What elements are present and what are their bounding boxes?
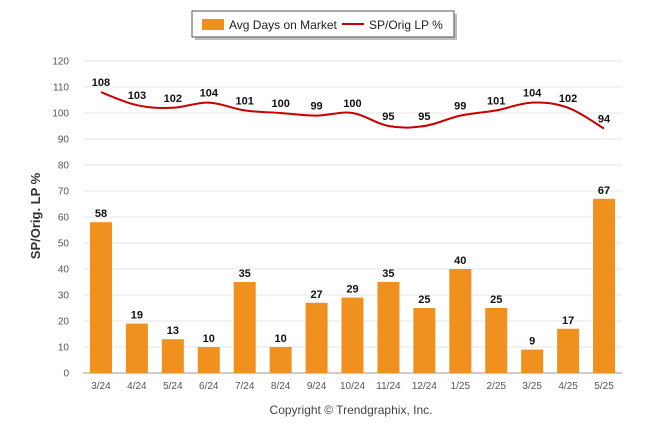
bar [89, 222, 112, 373]
bar-value-label: 10 [203, 333, 215, 345]
line-value-label: 104 [200, 88, 219, 100]
bar [197, 347, 220, 373]
bar-value-label: 10 [275, 333, 287, 345]
bar [269, 347, 292, 373]
line-value-label: 95 [382, 111, 394, 123]
x-tick-label: 4/25 [558, 381, 578, 392]
bar [233, 282, 256, 373]
legend-label-bar: Avg Days on Market [229, 18, 337, 32]
line-value-label: 102 [164, 93, 182, 105]
line-value-label: 101 [236, 95, 254, 107]
line-value-label: 95 [418, 111, 430, 123]
x-tick-label: 3/25 [522, 381, 542, 392]
bar [125, 323, 148, 373]
bar-value-label: 40 [454, 255, 466, 267]
bar [485, 308, 508, 373]
y-tick-label: 60 [58, 213, 70, 224]
bar [449, 269, 472, 373]
x-tick-label: 5/24 [163, 381, 183, 392]
x-tick-label: 5/25 [594, 381, 614, 392]
line-value-label: 101 [487, 95, 505, 107]
x-tick-label: 12/24 [412, 381, 437, 392]
y-tick-label: 70 [58, 187, 70, 198]
bar [557, 328, 580, 373]
line-value-label: 99 [454, 101, 466, 113]
legend-label-line: SP/Orig LP % [369, 18, 443, 32]
x-tick-label: 4/24 [127, 381, 147, 392]
grid-lines [83, 60, 622, 374]
bar-value-label: 25 [418, 294, 430, 306]
line-value-label: 99 [310, 101, 322, 113]
y-tick-label: 20 [58, 317, 70, 328]
bar-value-label: 19 [131, 310, 143, 322]
x-tick-label: 8/24 [271, 381, 291, 392]
bar [161, 339, 184, 373]
legend: Avg Days on Market SP/Orig LP % [191, 10, 457, 40]
bar-value-label: 35 [382, 268, 394, 280]
bar [521, 349, 544, 373]
legend-swatch-bar [202, 19, 224, 30]
x-tick-label: 1/25 [451, 381, 471, 392]
bar-value-label: 58 [95, 208, 107, 220]
x-tick-label: 2/25 [486, 381, 506, 392]
line-value-label: 103 [128, 90, 146, 102]
bar-value-label: 13 [167, 325, 179, 337]
line-path [100, 91, 605, 130]
y-tick-label: 0 [63, 369, 69, 380]
line-value-label: 100 [271, 98, 289, 110]
y-axis-label: SP/Orig. LP % [28, 172, 43, 259]
bar-value-label: 27 [310, 289, 322, 301]
copyright-text: Copyright © Trendgraphix, Inc. [270, 403, 433, 417]
y-tick-labels: 0 10 20 30 40 50 60 70 80 90 100 110 120 [52, 57, 69, 380]
line-series: 108 103 102 104 101 100 99 100 95 95 99 101 104 102 94 [92, 77, 611, 130]
bar [377, 282, 400, 373]
bar-value-label: 67 [598, 185, 610, 197]
y-tick-label: 10 [58, 343, 70, 354]
y-tick-label: 50 [58, 239, 70, 250]
y-tick-label: 30 [58, 291, 70, 302]
line-value-label: 102 [559, 93, 577, 105]
bar-value-label: 29 [346, 284, 358, 296]
y-tick-label: 120 [52, 57, 69, 68]
line-value-label: 100 [343, 98, 361, 110]
bar [593, 198, 616, 373]
bar [305, 302, 328, 373]
line-value-label: 94 [598, 114, 611, 126]
y-tick-label: 90 [58, 135, 70, 146]
bar [341, 297, 364, 373]
x-tick-label: 3/24 [91, 381, 111, 392]
bar [413, 308, 436, 373]
y-tick-label: 40 [58, 265, 70, 276]
line-value-label: 108 [92, 77, 110, 89]
legend-box [191, 10, 455, 38]
line-value-label: 104 [523, 88, 542, 100]
bar-value-label: 17 [562, 315, 574, 327]
y-tick-label: 110 [53, 83, 69, 94]
bar-value-label: 25 [490, 294, 502, 306]
bar-value-label: 9 [529, 336, 535, 348]
y-tick-label: 80 [58, 161, 70, 172]
x-tick-label: 11/24 [376, 381, 401, 392]
bar-value-label: 35 [239, 268, 251, 280]
x-tick-label: 6/24 [199, 381, 219, 392]
bars: 58 19 13 10 35 10 27 29 35 25 40 25 9 17 67 [89, 185, 616, 373]
x-tick-label: 10/24 [340, 381, 365, 392]
x-tick-label: 9/24 [307, 381, 327, 392]
y-tick-label: 100 [52, 109, 69, 120]
x-tick-label: 7/24 [235, 381, 255, 392]
x-tick-labels: 3/24 4/24 5/24 6/24 7/24 8/24 9/24 10/24 11/24 12… [91, 381, 614, 392]
